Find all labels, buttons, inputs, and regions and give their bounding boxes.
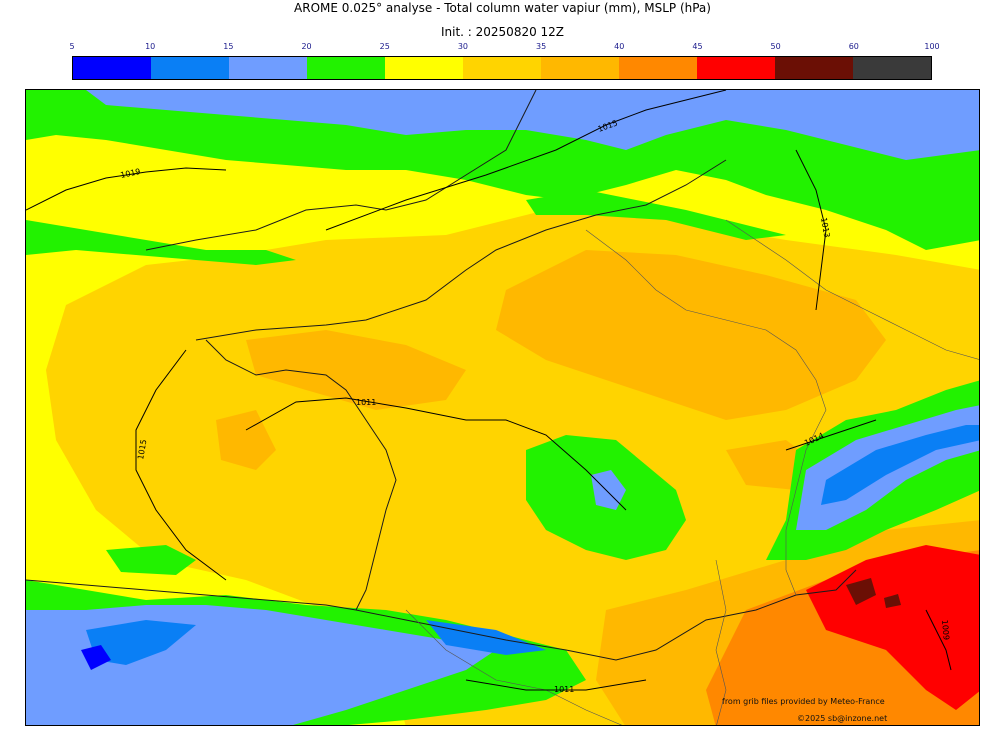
colorbar-tick-label: 100 — [924, 42, 940, 51]
colorbar-tick-label: 5 — [69, 42, 75, 51]
isobar-1011-center — [245, 397, 627, 511]
tcwv-band-35-40 — [496, 250, 886, 420]
colorbar-ticks: 5 10 15 20 25 30 35 40 45 50 60 100 — [69, 42, 939, 54]
colorbar-tick-label: 30 — [457, 42, 468, 51]
isobar-label: 1013 — [819, 217, 831, 239]
isobar-label: 1009 — [940, 619, 951, 640]
colorbar-tick-label: 20 — [301, 42, 312, 51]
colorbar-tick-label: 50 — [770, 42, 781, 51]
tcwv-band-20-25 — [26, 220, 296, 265]
isobar-1014 — [785, 419, 877, 451]
colorbar-segment — [775, 57, 853, 79]
tcwv-band-35-40 — [216, 410, 276, 470]
isobar-1013 — [795, 149, 827, 311]
isobar-label: 1019 — [120, 167, 142, 180]
map-panel: 1015 1019 1011 1015 1013 1014 1011 1009 — [25, 89, 980, 726]
isobar-1009 — [925, 609, 952, 671]
isobar-1015-north — [325, 90, 727, 231]
colorbar-tick-label: 25 — [379, 42, 390, 51]
colorbar-tick-label: 45 — [692, 42, 703, 51]
tcwv-band-20-25 — [526, 190, 786, 240]
isobar-labels: 1015 1019 1011 1015 1013 1014 1011 1009 — [120, 118, 951, 694]
colorbar-tick-label: 10 — [145, 42, 156, 51]
colorbar-tick-label: 35 — [535, 42, 547, 51]
copyright-credit: ©2025 sb@inzone.net — [797, 714, 888, 723]
isobars — [26, 90, 952, 691]
colorbar-segment — [385, 57, 463, 79]
coastlines — [26, 90, 857, 661]
tcwv-band-10-15 — [821, 425, 979, 505]
colorbar-segment — [463, 57, 541, 79]
init-time: Init. : 20250820 12Z — [440, 25, 565, 39]
isobar-1015-west — [135, 349, 227, 581]
colorbar-segment — [619, 57, 697, 79]
colorbar-segment — [307, 57, 385, 79]
colorbar-segment — [73, 57, 151, 79]
tcwv-band-50-60 — [884, 594, 901, 608]
isobar-label: 1011 — [356, 398, 376, 407]
colorbar-segment — [697, 57, 775, 79]
isobar-1011-south — [465, 679, 647, 691]
isobar-label: 1011 — [554, 685, 574, 694]
colorbar-tick-label: 40 — [614, 42, 625, 51]
tcwv-band-20-25 — [26, 90, 979, 250]
colorbar-segment — [853, 57, 931, 79]
map-canvas: 1015 1019 1011 1015 1013 1014 1011 1009 — [26, 90, 979, 725]
colorbar-segment — [151, 57, 229, 79]
colorbar — [72, 56, 932, 80]
tcwv-band-50-60 — [846, 578, 876, 605]
tcwv-band-20-25 — [106, 545, 196, 575]
borders — [405, 219, 979, 725]
tcwv-band-10-15 — [426, 620, 546, 655]
isobar-1019 — [26, 167, 227, 211]
colorbar-segment — [541, 57, 619, 79]
tcwv-band-5-10 — [81, 645, 111, 670]
colorbar-tick-label: 60 — [848, 42, 859, 51]
tcwv-band-35-40 — [246, 330, 466, 410]
tcwv-band-20-25 — [26, 230, 96, 250]
data-source-credit: from grib files provided by Meteo-France — [722, 697, 885, 706]
colorbar-segment — [229, 57, 307, 79]
tcwv-band-15-20 — [591, 470, 626, 510]
tcwv-band-15-20 — [86, 90, 979, 160]
tcwv-band-10-15 — [86, 620, 196, 665]
map-title: AROME 0.025° analyse - Total column wate… — [294, 1, 711, 15]
isobar-label: 1015 — [136, 439, 148, 461]
colorbar-tick-label: 15 — [223, 42, 234, 51]
